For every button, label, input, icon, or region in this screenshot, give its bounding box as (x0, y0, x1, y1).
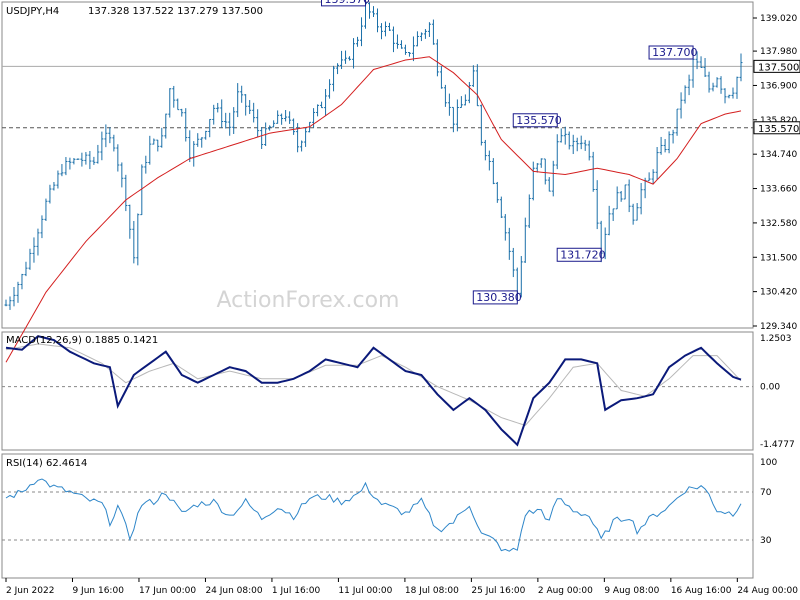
price-tick-label: 132.580 (760, 219, 797, 229)
annotation-label: 137.700 (652, 46, 698, 59)
support-level-label: 135.570 (758, 124, 799, 135)
price-tick-label: 135.820 (760, 116, 797, 126)
time-tick-label: 2 Jun 2022 (6, 586, 54, 596)
macd-signal-line (5, 343, 742, 426)
macd-panel-frame (1, 331, 754, 451)
price-tick-label: 136.900 (760, 81, 797, 91)
time-tick-label: 9 Jun 16:00 (72, 586, 124, 596)
rsi-level-lines (2, 491, 753, 541)
price-bars (4, 0, 743, 310)
price-tick-label: 139.020 (760, 14, 797, 24)
rsi-tick-label: 30 (760, 536, 772, 546)
rsi-label: RSI(14) 62.4614 (6, 458, 87, 469)
rsi-line (5, 478, 742, 552)
time-tick-label: 24 Aug 00:00 (737, 586, 798, 596)
macd-tick-label: -1.4777 (760, 440, 795, 450)
chart-watermark: ActionForex.com (217, 288, 400, 313)
price-tick-label: 137.980 (760, 47, 797, 57)
time-tick-label: 1 Jul 16:00 (272, 586, 321, 596)
symbol-label: USDJPY,H4 (6, 6, 59, 17)
annotation-box (648, 45, 694, 60)
time-axis: 2 Jun 2022 9 Jun 16:00 17 Jun 00:00 24 Jun … (5, 578, 798, 596)
ohlc-readout: 137.328 137.522 137.279 137.500 (88, 6, 263, 17)
annotation-label: 130.380 (476, 291, 521, 304)
time-tick-label: 9 Aug 08:00 (604, 586, 659, 596)
rsi-tick-label: 70 (760, 488, 772, 498)
time-tick-label: 24 Jun 08:00 (205, 586, 262, 596)
annotation-label: 139.370 (325, 0, 371, 6)
annotation-label: 135.570 (516, 114, 562, 127)
time-tick-label: 25 Jul 16:00 (471, 586, 525, 596)
price-panel-frame (1, 1, 754, 329)
time-tick-label: 18 Jul 08:00 (405, 586, 459, 596)
time-tick-label: 17 Jun 00:00 (139, 586, 196, 596)
rsi-axis: 100 70 30 (760, 458, 777, 546)
moving-average-line (5, 56, 742, 363)
time-tick-label: 2 Aug 00:00 (538, 586, 593, 596)
annotation-box (556, 247, 602, 262)
price-tick-label: 129.340 (760, 322, 797, 332)
annotation-box (472, 290, 518, 305)
price-annotations: 139.370 137.700 135.570 131.720 130.380 (321, 0, 698, 305)
price-tick-label: 133.660 (760, 185, 797, 195)
annotation-box (512, 113, 558, 128)
price-tick-label: 131.500 (760, 253, 797, 263)
annotation-label: 131.720 (560, 248, 606, 261)
time-tick-label: 11 Jul 00:00 (338, 586, 392, 596)
price-tick-label: 130.420 (760, 288, 797, 298)
rsi-panel-frame (1, 453, 754, 579)
macd-label: MACD(12,26,9) 0.1885 0.1421 (6, 335, 158, 346)
macd-axis: 1.2503 0.00 -1.4777 (760, 334, 795, 450)
price-tick-label: 134.740 (760, 150, 797, 160)
macd-tick-label: 0.00 (760, 383, 780, 393)
price-axis: 139.020 137.980 136.900 135.820 134.740 133.6… (753, 14, 797, 332)
macd-tick-label: 1.2503 (760, 334, 792, 344)
current-price-badge: 137.500 (753, 59, 800, 73)
time-tick-label: 16 Aug 16:00 (671, 586, 732, 596)
annotation-box (321, 0, 367, 7)
current-price-label: 137.500 (758, 62, 799, 73)
rsi-tick-label: 100 (760, 458, 777, 468)
macd-main-line (5, 335, 742, 447)
support-level-badge: 135.570 (753, 121, 800, 135)
